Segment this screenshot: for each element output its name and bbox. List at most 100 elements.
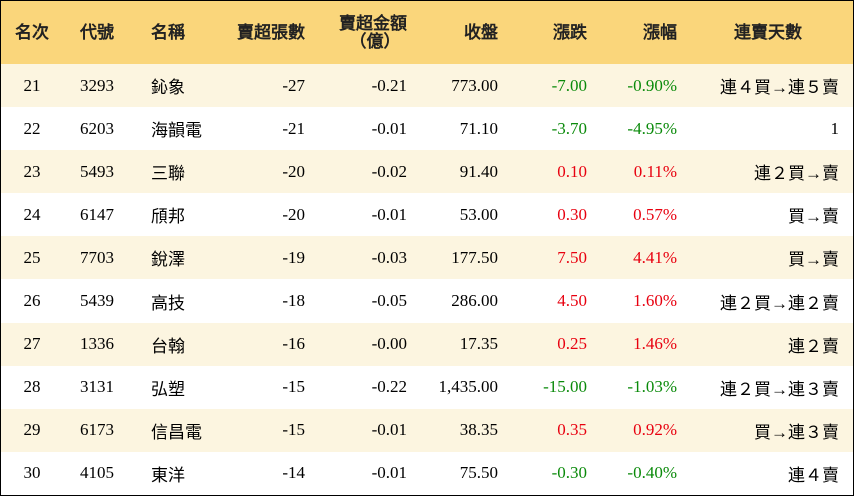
header-change: 漲跌 — [553, 22, 587, 42]
header-sell-amount-line1: 賣超金額 — [339, 13, 407, 33]
streak-cell: 買→賣 — [788, 207, 839, 227]
change-pct-cell: -0.90% — [627, 75, 677, 95]
close-cell: 1,435.00 — [438, 377, 499, 397]
streak-cell: 買→連３賣 — [754, 422, 839, 442]
sell-lots-cell: -20 — [282, 161, 305, 181]
table-row: 21 3293 鈊象 -27 -0.21 773.00 -7.00 -0.90%… — [1, 64, 853, 108]
change-cell: -15.00 — [543, 377, 587, 397]
rank-cell: 27 — [23, 334, 41, 354]
code-cell: 1336 — [80, 334, 114, 354]
close-cell: 773.00 — [451, 75, 498, 95]
table-row: 25 7703 銳澤 -19 -0.03 177.50 7.50 4.41% 買… — [1, 236, 853, 280]
table-row: 26 5439 高技 -18 -0.05 286.00 4.50 1.60% 連… — [1, 279, 853, 323]
table-row: 27 1336 台翰 -16 -0.00 17.35 0.25 1.46% 連２… — [1, 322, 853, 366]
name-cell: 東洋 — [151, 465, 185, 485]
close-cell: 53.00 — [459, 204, 498, 224]
streak-cell: 連２買→賣 — [754, 164, 839, 184]
change-pct-cell: -4.95% — [627, 118, 677, 138]
streak-cell: 連２買→連２賣 — [720, 293, 839, 313]
rank-cell: 22 — [23, 118, 41, 138]
sell-amount-cell: -0.03 — [371, 247, 407, 267]
rank-cell: 23 — [23, 161, 41, 181]
change-pct-cell: 0.92% — [633, 420, 677, 440]
header-change-pct: 漲幅 — [643, 22, 677, 42]
name-cell: 高技 — [151, 293, 185, 313]
code-cell: 4105 — [80, 463, 114, 483]
change-cell: 4.50 — [557, 291, 587, 311]
header-sell-amount-unit: （億） — [349, 31, 401, 51]
close-cell: 38.35 — [459, 420, 498, 440]
header-sell-lots: 賣超張數 — [237, 22, 305, 42]
code-cell: 7703 — [80, 247, 114, 267]
rank-cell: 29 — [23, 420, 41, 440]
sell-amount-cell: -0.01 — [371, 118, 407, 138]
sell-lots-cell: -16 — [282, 334, 305, 354]
name-cell: 台翰 — [151, 336, 185, 356]
table-row: 30 4105 東洋 -14 -0.01 75.50 -0.30 -0.40% … — [1, 451, 853, 495]
streak-cell: 連２賣 — [788, 336, 839, 356]
change-cell: -7.00 — [551, 75, 587, 95]
sell-lots-cell: -15 — [282, 420, 305, 440]
code-cell: 3131 — [80, 377, 114, 397]
change-pct-cell: 1.60% — [633, 291, 677, 311]
rank-cell: 25 — [23, 247, 41, 267]
change-cell: 0.30 — [557, 204, 587, 224]
change-cell: -3.70 — [551, 118, 587, 138]
change-pct-cell: 0.57% — [633, 204, 677, 224]
rank-cell: 28 — [23, 377, 41, 397]
header-name: 名稱 — [151, 22, 185, 42]
rank-cell: 24 — [23, 204, 41, 224]
streak-cell: 連４買→連５賣 — [720, 78, 839, 98]
sell-lots-cell: -20 — [282, 204, 305, 224]
change-pct-cell: 4.41% — [633, 247, 677, 267]
name-cell: 海韻電 — [151, 121, 202, 141]
code-cell: 5439 — [80, 291, 114, 311]
change-pct-cell: 0.11% — [633, 161, 677, 181]
name-cell: 信昌電 — [151, 422, 202, 442]
sell-lots-cell: -19 — [282, 247, 305, 267]
sell-amount-cell: -0.00 — [371, 334, 407, 354]
header-streak: 連賣天數 — [734, 22, 802, 42]
rank-cell: 21 — [23, 75, 41, 95]
header-code: 代號 — [80, 22, 114, 42]
header-rank: 名次 — [15, 22, 49, 42]
close-cell: 286.00 — [451, 291, 498, 311]
name-cell: 三聯 — [151, 164, 185, 184]
close-cell: 17.35 — [459, 334, 498, 354]
close-cell: 91.40 — [459, 161, 498, 181]
name-cell: 弘塑 — [151, 379, 185, 399]
change-cell: 0.10 — [557, 161, 587, 181]
table-header: 名次 代號 名稱 賣超張數 賣超金額 （億） 收盤 漲跌 漲幅 連賣天數 — [1, 1, 853, 64]
change-cell: 0.35 — [557, 420, 587, 440]
table-row: 24 6147 頎邦 -20 -0.01 53.00 0.30 0.57% 買→… — [1, 193, 853, 237]
sell-amount-cell: -0.01 — [371, 463, 407, 483]
streak-cell: 買→賣 — [788, 250, 839, 270]
sell-amount-cell: -0.01 — [371, 204, 407, 224]
table-row: 22 6203 海韻電 -21 -0.01 71.10 -3.70 -4.95%… — [1, 107, 853, 151]
sell-lots-cell: -27 — [282, 75, 305, 95]
streak-cell: 1 — [830, 118, 840, 138]
change-cell: 0.25 — [557, 334, 587, 354]
sell-lots-cell: -18 — [282, 291, 305, 311]
table-row: 28 3131 弘塑 -15 -0.22 1,435.00 -15.00 -1.… — [1, 365, 853, 409]
close-cell: 177.50 — [451, 247, 498, 267]
sell-amount-cell: -0.01 — [371, 420, 407, 440]
sell-amount-cell: -0.22 — [371, 377, 407, 397]
change-pct-cell: -1.03% — [627, 377, 677, 397]
code-cell: 3293 — [80, 75, 114, 95]
change-cell: -0.30 — [551, 463, 587, 483]
close-cell: 75.50 — [459, 463, 498, 483]
change-cell: 7.50 — [557, 247, 587, 267]
change-pct-cell: 1.46% — [633, 334, 677, 354]
name-cell: 頎邦 — [151, 207, 185, 227]
close-cell: 71.10 — [459, 118, 498, 138]
table-row: 23 5493 三聯 -20 -0.02 91.40 0.10 0.11% 連２… — [1, 150, 853, 194]
code-cell: 6173 — [80, 420, 114, 440]
code-cell: 6203 — [80, 118, 114, 138]
streak-cell: 連２買→連３賣 — [720, 379, 839, 399]
sell-lots-cell: -21 — [282, 118, 305, 138]
streak-cell: 連４賣 — [788, 465, 839, 485]
change-pct-cell: -0.40% — [627, 463, 677, 483]
